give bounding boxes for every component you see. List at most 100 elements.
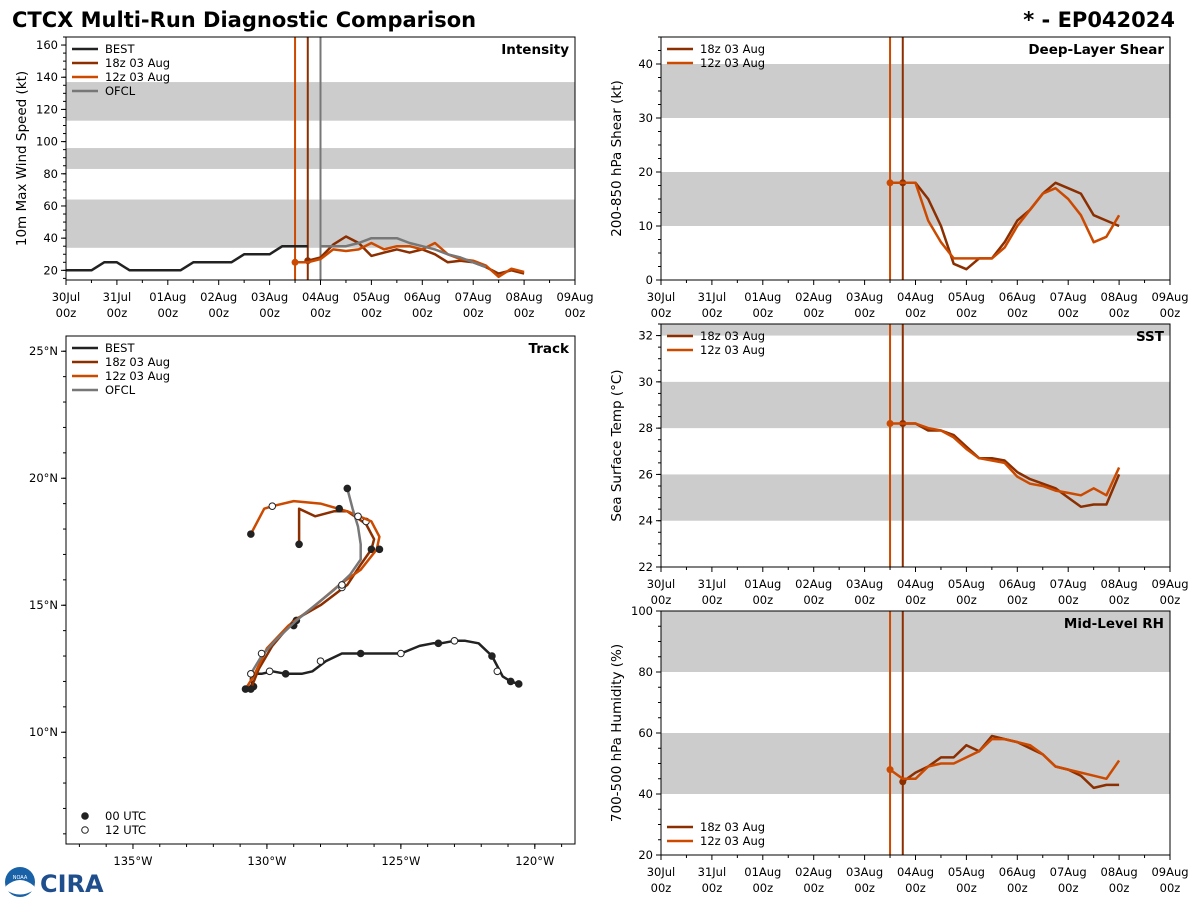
y-tick-label: 32	[638, 329, 653, 343]
x-tick-label: 02Aug	[200, 290, 237, 304]
x-tick-label: 09Aug	[556, 290, 593, 304]
track-point-12utc	[493, 667, 502, 676]
x-tick-sublabel: 00z	[208, 306, 229, 320]
x-tick-label: 05Aug	[353, 290, 390, 304]
track-point-12utc	[265, 667, 274, 676]
panel-title: Intensity	[501, 42, 569, 58]
track-point-12utc	[397, 649, 405, 658]
panel-sst: 30Jul 00z 31Jul 00z 01Aug 00z 02Aug 00z 03Aug 00z…	[609, 323, 1189, 607]
track-point-12utc	[247, 670, 255, 678]
threshold-band	[661, 611, 1170, 672]
x-tick-label: 09Aug	[1151, 577, 1188, 591]
track-point-00utc	[241, 685, 250, 693]
legend-label: BEST	[105, 341, 135, 355]
x-tick-sublabel: 00z	[702, 881, 723, 895]
x-tick-label: 03Aug	[846, 290, 883, 304]
x-tick-sublabel: 00z	[514, 306, 535, 320]
x-tick-sublabel: 00z	[651, 881, 672, 895]
x-tick-sublabel: 00z	[157, 306, 178, 320]
y-tick-label: 10	[638, 219, 653, 233]
x-tick-label: 01Aug	[744, 865, 781, 879]
legend-label: 12z 03 Aug	[700, 56, 765, 70]
x-tick-label: 04Aug	[897, 290, 934, 304]
x-tick-label: 07Aug	[1050, 577, 1087, 591]
plot-area	[661, 611, 1170, 855]
series-line-ofcl	[320, 236, 487, 269]
series-line-run_18z	[249, 507, 376, 690]
y-tick-label: 40	[638, 787, 653, 801]
y-tick-label: 40	[43, 231, 58, 245]
x-tick-sublabel: 00z	[361, 306, 382, 320]
plot-area	[66, 37, 575, 280]
series-line-best	[66, 244, 308, 272]
init-point-run_12z	[886, 179, 894, 187]
x-tick-sublabel: 00z	[1160, 593, 1181, 607]
x-tick-sublabel: 00z	[412, 306, 433, 320]
plot-frame	[660, 323, 1171, 568]
x-tick-label: 03Aug	[251, 290, 288, 304]
x-tick-label: 01Aug	[744, 577, 781, 591]
y-tick-label: 24	[638, 514, 653, 528]
x-tick-label: 05Aug	[948, 865, 985, 879]
x-tick-label: 31Jul	[698, 290, 727, 304]
x-tick-label: 06Aug	[999, 865, 1036, 879]
noaa-text: NOAA	[13, 875, 28, 881]
cira-logo: NOAA CIRA	[5, 867, 104, 898]
y-tick-label: 20	[43, 263, 58, 277]
y-axis-label: 10m Max Wind Speed (kt)	[14, 71, 30, 246]
track-point-12utc	[354, 512, 362, 521]
x-tick-sublabel: 00z	[905, 306, 926, 320]
y-tick-label: 100	[36, 135, 58, 149]
legend-label: 12z 03 Aug	[700, 343, 765, 357]
series-line-run_12z	[889, 737, 1121, 781]
y-tick-label: 40	[638, 57, 653, 71]
x-tick-label: 135°W	[113, 854, 152, 868]
y-tick-label: 20	[638, 848, 653, 862]
x-tick-label: 04Aug	[302, 290, 339, 304]
plot-area	[661, 37, 1170, 280]
x-tick-sublabel: 00z	[752, 593, 773, 607]
x-tick-label: 30Jul	[647, 290, 676, 304]
threshold-band	[661, 474, 1170, 521]
track-point-12utc	[316, 657, 325, 665]
series-line-ofcl	[249, 488, 362, 675]
y-tick-label: 60	[638, 726, 653, 740]
x-tick-label: 07Aug	[455, 290, 492, 304]
y-tick-label: 30	[638, 375, 653, 389]
threshold-band	[661, 172, 1170, 226]
track-point-00utc	[356, 649, 365, 658]
track-point-00utc	[295, 540, 303, 549]
track-point-00utc	[247, 530, 255, 538]
track-point-12utc	[257, 649, 266, 658]
x-tick-sublabel: 00z	[1109, 593, 1130, 607]
track-point-00utc	[488, 652, 496, 660]
x-tick-label: 08Aug	[1101, 577, 1138, 591]
x-tick-sublabel: 00z	[752, 881, 773, 895]
legend-marker-12utc	[81, 826, 89, 834]
x-tick-label: 03Aug	[846, 865, 883, 879]
x-tick-label: 06Aug	[999, 577, 1036, 591]
x-tick-sublabel: 00z	[854, 593, 875, 607]
plot-area	[241, 484, 523, 693]
y-axis-label: Sea Surface Temp (°C)	[609, 369, 625, 521]
legend-label: 18z 03 Aug	[700, 42, 765, 56]
track-point-00utc	[367, 545, 376, 554]
x-tick-sublabel: 00z	[565, 306, 586, 320]
chart-panels: 30Jul 00z 31Jul 00z 01Aug 00z 02Aug 00z 03Aug 00z…	[14, 36, 1189, 895]
init-point-run_12z	[886, 420, 894, 428]
x-tick-label: 05Aug	[948, 577, 985, 591]
legend-label: 12z 03 Aug	[105, 369, 170, 383]
x-tick-sublabel: 00z	[803, 593, 824, 607]
x-tick-label: 07Aug	[1050, 865, 1087, 879]
x-tick-sublabel: 00z	[107, 306, 128, 320]
track-point-00utc	[434, 639, 443, 648]
x-tick-label: 31Jul	[698, 865, 727, 879]
x-tick-label: 07Aug	[1050, 290, 1087, 304]
x-tick-label: 02Aug	[795, 290, 832, 304]
x-tick-sublabel: 00z	[1058, 593, 1079, 607]
x-tick-sublabel: 00z	[1160, 881, 1181, 895]
y-tick-label: 140	[36, 70, 58, 84]
y-tick-label: 30	[638, 111, 653, 125]
